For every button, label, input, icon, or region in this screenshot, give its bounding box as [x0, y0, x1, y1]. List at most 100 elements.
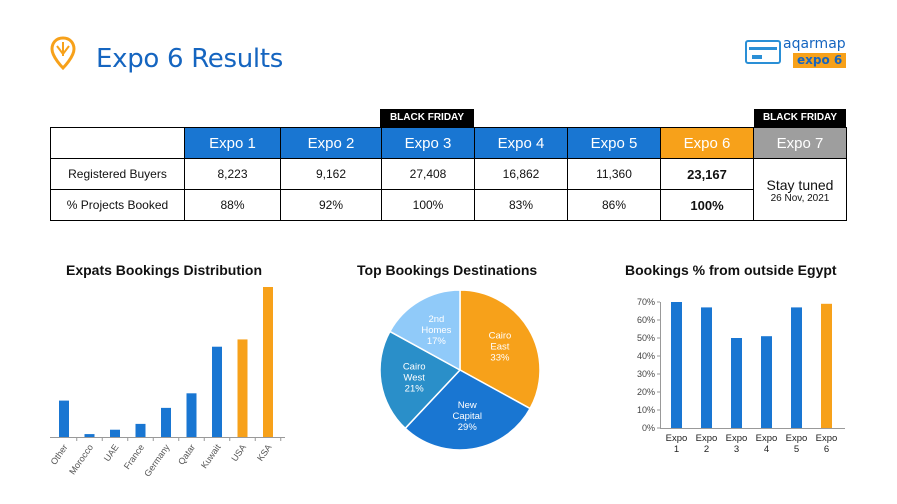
y-tick-label: 0%	[642, 423, 655, 433]
y-tick-label: 60%	[637, 315, 655, 325]
col-expo2: Expo 2	[280, 127, 382, 159]
x-tick-label-number: 4	[764, 444, 769, 455]
table-cell: 8,223	[184, 158, 281, 190]
bar-qatar	[186, 393, 197, 437]
location-pin-icon	[50, 36, 76, 70]
results-table: Expo 1 Expo 2 Expo 3 Expo 4 Expo 5 Expo …	[50, 127, 847, 221]
x-tick-label: Germany	[142, 442, 172, 478]
col-expo5: Expo 5	[567, 127, 661, 159]
x-tick-label: Expo	[786, 433, 808, 444]
black-friday-badge-expo3: BLACK FRIDAY	[380, 109, 474, 127]
x-tick-label: Expo	[756, 433, 778, 444]
pie-slice-cairo-east	[459, 289, 541, 410]
row-label-booked: % Projects Booked	[50, 189, 185, 221]
y-tick-label: 70%	[637, 297, 655, 307]
table-cell: 83%	[474, 189, 568, 221]
col-expo1: Expo 1	[184, 127, 281, 159]
outside-egypt-chart-title: Bookings % from outside Egypt	[625, 262, 837, 278]
table-cell: 88%	[184, 189, 281, 221]
x-tick-label-number: 1	[674, 444, 679, 455]
table-cell: 86%	[567, 189, 661, 221]
pie-slice-new-capital	[404, 369, 532, 451]
x-tick-label: USA	[229, 442, 248, 463]
y-tick-label: 50%	[637, 333, 655, 343]
stay-tuned-text: Stay tuned	[766, 177, 834, 193]
slice-name-label: Cairo	[489, 330, 512, 341]
logo-text-bottom: expo 6	[793, 53, 847, 68]
col-expo4: Expo 4	[474, 127, 568, 159]
page-title: Expo 6 Results	[96, 44, 283, 74]
header-blank-cell	[50, 127, 185, 159]
x-tick-label: France	[122, 442, 146, 471]
x-tick-label-number: 2	[704, 444, 709, 455]
table-cell: 9,162	[280, 158, 382, 190]
bar-kuwait	[212, 346, 222, 437]
table-cell: 27,408	[381, 158, 475, 190]
y-tick-label: 30%	[637, 369, 655, 379]
outside-egypt-bar-chart: 0%10%20%30%40%50%60%70%Expo1Expo2Expo3Ex…	[637, 297, 845, 455]
bar-ksa	[263, 287, 273, 437]
col-expo7: Expo 7	[753, 127, 847, 159]
bar-expo-1	[671, 302, 682, 428]
x-tick-label-number: 6	[824, 444, 829, 455]
slice-value-label: 33%	[490, 352, 510, 363]
expo7-date: 26 Nov, 2021	[770, 193, 830, 204]
x-tick-label: UAE	[102, 442, 121, 463]
x-tick-label: Expo	[726, 433, 748, 444]
col-expo3: Expo 3	[381, 127, 475, 159]
x-tick-label: Kuwait	[199, 442, 223, 470]
expo7-stay-tuned-cell: Stay tuned 26 Nov, 2021	[753, 158, 847, 221]
bar-germany	[161, 407, 171, 437]
slice-name-label: 2nd	[428, 314, 444, 325]
col-expo6: Expo 6	[660, 127, 754, 159]
x-tick-label: Expo	[696, 433, 718, 444]
destinations-pie-chart: CairoEast33%NewCapital29%CairoWest21%2nd…	[379, 289, 541, 451]
bar-other	[59, 400, 69, 437]
table-cell: 11,360	[567, 158, 661, 190]
bar-morocco	[84, 434, 95, 437]
table-cell-expo6: 100%	[660, 189, 754, 221]
table-cell: 92%	[280, 189, 382, 221]
slice-name-label: Capital	[452, 411, 482, 422]
table-row: Registered Buyers 8,223 9,162 27,408 16,…	[50, 158, 847, 221]
destinations-chart-title: Top Bookings Destinations	[357, 262, 538, 278]
y-tick-label: 20%	[637, 387, 655, 397]
slice-name-label: Homes	[421, 325, 451, 336]
x-tick-label: Expo	[666, 433, 688, 444]
x-tick-label: Other	[49, 442, 70, 466]
bar-expo-5	[791, 307, 802, 428]
y-tick-label: 10%	[637, 405, 655, 415]
bar-expo-3	[731, 338, 742, 428]
slice-value-label: 17%	[427, 336, 447, 347]
pie-slice-2nd-homes	[388, 289, 461, 372]
table-row: % Projects Booked 88% 92% 100% 83% 86% 1…	[50, 189, 847, 221]
slice-name-label: East	[490, 341, 509, 352]
bar-expo-4	[761, 336, 772, 428]
black-friday-badge-expo7: BLACK FRIDAY	[754, 109, 846, 127]
table-header-row: Expo 1 Expo 2 Expo 3 Expo 4 Expo 5 Expo …	[50, 127, 847, 159]
aqarmap-expo-logo: aqarmap expo 6	[745, 36, 855, 72]
expats-chart-title: Expats Bookings Distribution	[66, 262, 263, 278]
table-cell-expo6: 23,167	[660, 158, 754, 190]
x-tick-label: KSA	[255, 442, 274, 462]
bar-expo-2	[701, 307, 712, 428]
table-cell: 16,862	[474, 158, 568, 190]
slice-name-label: West	[403, 372, 425, 383]
x-tick-label-number: 3	[734, 444, 739, 455]
x-tick-label-number: 5	[794, 444, 799, 455]
pie-slice-cairo-west	[379, 330, 462, 430]
slice-value-label: 29%	[458, 422, 478, 433]
bar-uae	[110, 429, 120, 437]
y-tick-label: 40%	[637, 351, 655, 361]
row-label-registered: Registered Buyers	[50, 158, 185, 190]
slice-name-label: Cairo	[403, 361, 426, 372]
logo-text-top: aqarmap	[783, 36, 846, 52]
bar-usa	[237, 339, 248, 437]
slice-name-label: New	[458, 400, 477, 411]
x-tick-label: Expo	[816, 433, 838, 444]
slice-value-label: 21%	[405, 383, 425, 394]
x-tick-label: Qatar	[176, 442, 197, 466]
header: Expo 6 Results aqarmap expo 6	[0, 0, 897, 100]
card-icon	[745, 40, 781, 64]
